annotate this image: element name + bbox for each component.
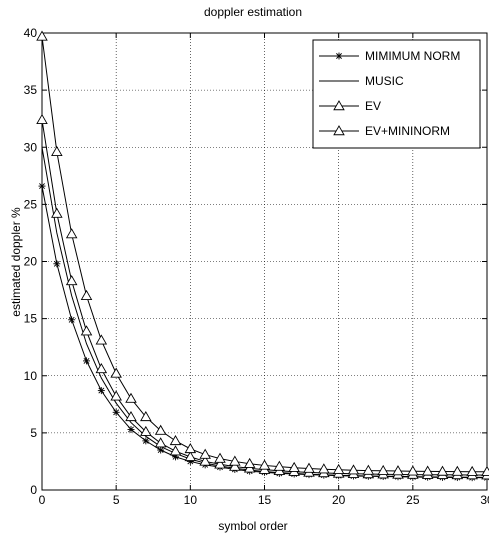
triangle-marker <box>154 424 167 435</box>
legend-entry: EV+MININORM <box>319 124 450 138</box>
triangle-marker <box>229 460 241 471</box>
legend-label: EV+MININORM <box>365 124 450 138</box>
triangle-marker <box>377 464 389 476</box>
grid <box>42 33 487 490</box>
y-tick-label: 35 <box>24 83 38 97</box>
triangle-marker <box>95 362 108 374</box>
y-axis-label: estimated doppler % <box>9 207 23 317</box>
y-tick-label: 15 <box>24 312 38 326</box>
x-tick-label: 15 <box>258 493 272 507</box>
triangle-marker <box>95 334 108 345</box>
y-axis: 0 5 10 15 20 25 30 35 40 <box>24 26 487 497</box>
x-tick-label: 25 <box>406 493 420 507</box>
legend-entry: MUSIC <box>319 74 404 88</box>
x-tick-label: 10 <box>184 493 198 507</box>
triangle-marker <box>80 325 93 336</box>
triangle-marker <box>466 465 478 476</box>
triangle-marker <box>347 464 360 475</box>
series-line <box>41 186 488 479</box>
y-tick-label: 30 <box>24 140 38 154</box>
triangle-marker <box>125 392 137 403</box>
y-tick-label: 25 <box>24 197 38 211</box>
triangle-marker <box>80 289 93 300</box>
triangle-marker <box>332 463 345 474</box>
triangle-marker <box>65 275 78 286</box>
series-ev <box>36 113 489 480</box>
star-marker <box>68 316 76 324</box>
triangle-marker <box>333 100 345 111</box>
legend-label: MUSIC <box>365 74 404 88</box>
x-tick-label: 0 <box>39 493 46 507</box>
y-tick-label: 10 <box>24 369 38 383</box>
triangle-marker <box>333 125 345 136</box>
triangle-marker <box>199 448 211 459</box>
triangle-marker <box>65 228 78 239</box>
triangle-marker <box>184 450 197 462</box>
triangle-marker <box>110 390 122 401</box>
triangle-marker <box>51 207 63 218</box>
triangle-marker <box>51 145 63 157</box>
triangle-marker <box>362 464 375 475</box>
star-marker <box>53 260 61 268</box>
x-axis: 0 5 10 15 20 25 30 <box>39 33 489 507</box>
triangle-marker <box>199 455 211 466</box>
y-tick-label: 20 <box>24 255 38 269</box>
triangle-marker <box>273 460 286 471</box>
triangle-marker <box>421 465 434 476</box>
x-tick-label: 30 <box>480 493 489 507</box>
series-layer <box>36 30 489 482</box>
triangle-marker <box>169 445 182 456</box>
triangle-marker <box>36 30 48 41</box>
triangle-marker <box>303 462 315 473</box>
triangle-marker <box>214 452 226 463</box>
star-marker <box>127 425 135 433</box>
triangle-marker <box>214 458 226 469</box>
y-tick-label: 0 <box>30 483 37 497</box>
triangle-marker <box>140 410 152 422</box>
x-tick-label: 5 <box>113 493 120 507</box>
triangle-marker <box>392 465 404 476</box>
legend-entry: MIMIMUM NORM <box>319 49 460 63</box>
legend-entry: EV <box>319 99 381 113</box>
legend-label: EV <box>365 99 381 113</box>
x-tick-label: 20 <box>332 493 346 507</box>
triangle-marker <box>110 367 122 378</box>
triangle-marker <box>36 113 48 125</box>
star-marker <box>157 446 165 454</box>
y-tick-label: 40 <box>24 26 38 40</box>
star-marker <box>112 408 120 416</box>
x-axis-label: symbol order <box>218 519 287 533</box>
series-ev-mininorm <box>36 30 489 476</box>
legend: MIMIMUM NORM MUSIC EV EV+MININORM <box>312 39 481 149</box>
triangle-marker <box>229 455 241 466</box>
chart-title: doppler estimation <box>204 5 302 19</box>
triangle-marker <box>407 465 419 476</box>
series-mimimum-norm <box>38 182 489 482</box>
triangle-marker <box>125 410 137 422</box>
triangle-marker <box>451 465 464 476</box>
star-marker <box>83 357 90 365</box>
y-tick-label: 5 <box>30 426 37 440</box>
star-marker <box>38 182 46 190</box>
triangle-marker <box>318 463 330 474</box>
star-marker <box>97 387 105 395</box>
triangle-marker <box>243 457 256 468</box>
triangle-marker <box>184 442 197 454</box>
star-marker <box>335 52 343 60</box>
triangle-marker <box>481 465 489 476</box>
triangle-marker <box>288 461 300 472</box>
star-marker <box>142 437 150 445</box>
legend-label: MIMIMUM NORM <box>365 49 460 63</box>
triangle-marker <box>436 465 449 476</box>
triangle-marker <box>169 434 182 446</box>
triangle-marker <box>258 459 271 470</box>
triangle-marker <box>140 425 152 436</box>
triangle-marker <box>154 437 167 448</box>
